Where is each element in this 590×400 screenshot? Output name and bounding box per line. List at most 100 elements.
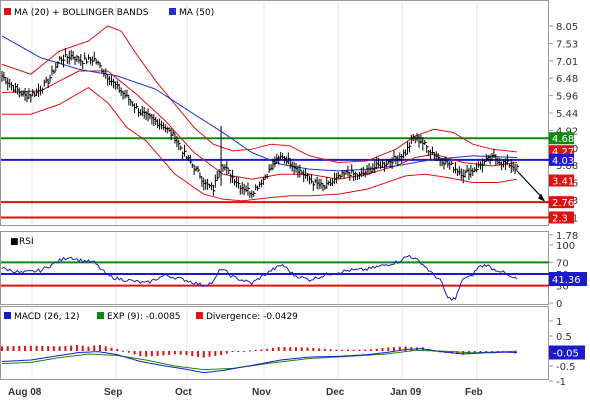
exp-legend-swatch xyxy=(97,312,104,319)
divergence-bar xyxy=(24,345,27,351)
price-y-tick-label: 5.96 xyxy=(556,92,578,103)
divergence-bar xyxy=(479,351,482,353)
divergence-bar xyxy=(81,345,84,351)
level-box-label-4.27: 4.27 xyxy=(552,147,574,158)
divergence-bar xyxy=(18,345,21,351)
ma50-line xyxy=(1,35,517,172)
macd-panel: MACD (26, 12) EXP (9): -0.0085 Divergence:… xyxy=(1,312,585,388)
divergence-bar xyxy=(99,345,102,351)
divergence-bar xyxy=(6,346,9,351)
macd-y-tick-label: -1 xyxy=(556,377,566,388)
divergence-bar xyxy=(335,349,338,351)
divergence-bar xyxy=(381,348,384,351)
macd-legend-label: MACD (26, 12) xyxy=(14,312,80,322)
level-box-label-2.3: 2.3 xyxy=(552,213,568,224)
divergence-bar xyxy=(450,351,453,354)
divergence-bar xyxy=(150,351,153,357)
level-box-2.3 xyxy=(549,211,574,224)
macd-current-label: -0.05 xyxy=(553,349,579,360)
level-box-label-3.41: 3.41 xyxy=(552,177,574,188)
macd-panel-frame xyxy=(0,306,549,380)
divergence-bar xyxy=(260,349,263,351)
divergence-bar xyxy=(295,347,298,351)
divergence-bar xyxy=(225,351,228,354)
price-y-tick-label: 5.44 xyxy=(556,109,578,120)
price-y-tick-label: 1.78 xyxy=(556,231,578,242)
divergence-bar xyxy=(127,351,130,353)
divergence-bar xyxy=(47,346,50,351)
divergence-bar xyxy=(122,350,125,352)
price-y-tick-label: 7.53 xyxy=(556,39,578,50)
x-axis-label: Jan 09 xyxy=(390,387,422,398)
x-axis-label: Aug 08 xyxy=(8,387,42,398)
rsi-y-tick-label: 0 xyxy=(556,299,562,310)
x-axis: Aug 08 Sep Oct Nov Dec Jan 09 Feb xyxy=(8,387,483,398)
rsi-current-box xyxy=(549,272,587,287)
divergence-bar xyxy=(398,346,401,351)
divergence-bar xyxy=(462,351,465,355)
divergence-bar xyxy=(93,345,96,351)
divergence-bar xyxy=(214,351,217,356)
legend-label-ma20-bollinger: MA (20) + BOLLINGER BANDS xyxy=(14,8,149,18)
divergence-bar xyxy=(271,348,274,351)
divergence-bar xyxy=(156,351,159,356)
rsi-legend-label: RSI xyxy=(19,237,34,247)
divergence-bar xyxy=(254,349,257,351)
level-box-2.76 xyxy=(549,196,574,209)
divergence-bar xyxy=(179,351,182,355)
divergence-bar xyxy=(289,347,292,351)
divergence-bar xyxy=(64,345,67,351)
divergence-bar xyxy=(300,347,303,351)
rsi-y-tick-label: 30 xyxy=(556,282,569,293)
divergence-bar xyxy=(306,347,309,351)
divergence-bar xyxy=(231,351,234,352)
trend-arrow-line xyxy=(516,170,543,198)
divergence-bar xyxy=(237,351,240,352)
divergence-bar xyxy=(110,347,113,351)
divergence-bar xyxy=(139,351,142,357)
divergence-bar xyxy=(41,345,44,351)
macd-line xyxy=(1,348,518,374)
divergence-bar xyxy=(473,351,476,353)
x-axis-label: Dec xyxy=(326,387,345,398)
divergence-bar xyxy=(323,348,326,351)
divergence-bar xyxy=(116,349,119,351)
trend-arrow-head xyxy=(538,193,545,202)
rsi-y-tick-label: 100 xyxy=(556,241,575,252)
divergence-bar xyxy=(387,347,390,351)
price-y-tick-label: 7.01 xyxy=(556,57,578,68)
price-y-tick-label: 3.88 xyxy=(556,161,578,172)
x-axis-label: Nov xyxy=(252,387,271,398)
divergence-bar xyxy=(369,349,372,351)
level-box-label-4.03: 4.03 xyxy=(552,156,574,167)
price-y-tick-label: 8.05 xyxy=(556,22,578,33)
divergence-bar xyxy=(329,349,332,351)
divergence-bar xyxy=(266,348,269,351)
divergence-bar xyxy=(173,351,176,355)
divergence-bar xyxy=(358,349,361,351)
divergence-bar xyxy=(456,351,459,355)
rsi-current-label: 41.36 xyxy=(552,275,581,286)
divergence-bar xyxy=(375,348,378,351)
macd-legend-swatch xyxy=(4,312,11,319)
level-box-4.68 xyxy=(549,132,574,145)
legend-label-ma50: MA (50) xyxy=(179,8,214,18)
divergence-bar xyxy=(346,349,349,351)
divergence-bar xyxy=(58,346,61,351)
level-box-label-2.76: 2.76 xyxy=(552,198,574,209)
divergence-bar xyxy=(191,351,194,357)
divergence-bar xyxy=(404,346,407,351)
divergence-bar xyxy=(202,351,205,358)
divergence-bar xyxy=(35,345,38,351)
divergence-bar xyxy=(312,347,315,351)
divergence-bar xyxy=(168,351,171,355)
divergence-bar xyxy=(12,346,15,351)
rsi-panel: ■RSI100705030041.36 xyxy=(1,237,587,310)
divergence-bar xyxy=(87,346,90,351)
x-axis-label: Oct xyxy=(175,387,192,398)
macd-y-tick-label: 1 xyxy=(556,317,562,328)
divergence-bar xyxy=(220,351,223,356)
divergence-bar xyxy=(491,351,494,353)
